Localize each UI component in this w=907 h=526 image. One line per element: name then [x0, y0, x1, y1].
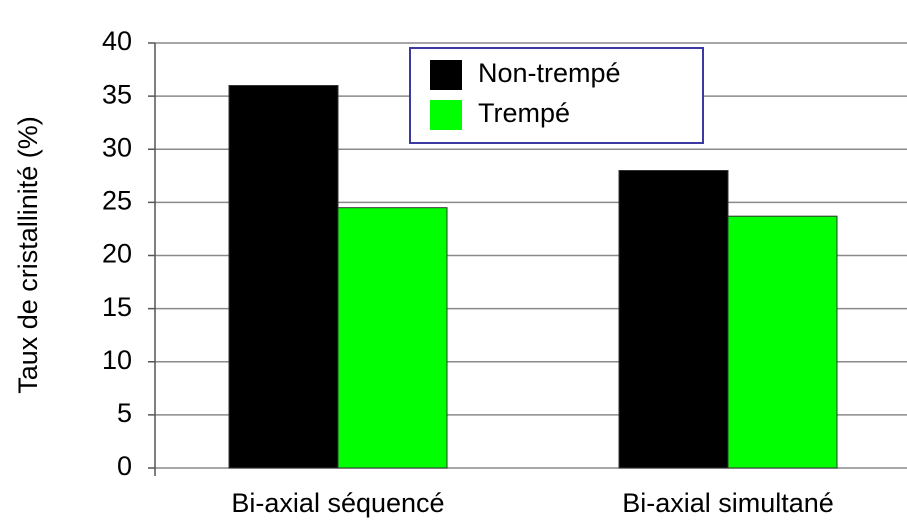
y-tick-label: 40 — [102, 26, 132, 56]
legend-label: Trempé — [478, 98, 570, 128]
y-tick-label: 30 — [102, 132, 132, 162]
x-tick-label: Bi-axial séquencé — [231, 488, 444, 518]
y-tick-label: 35 — [102, 79, 132, 109]
bar — [727, 215, 838, 469]
legend-swatch — [430, 60, 462, 90]
x-tick-label: Bi-axial simultané — [622, 488, 834, 518]
bar — [228, 85, 339, 469]
y-tick-label: 25 — [102, 186, 132, 216]
y-tick-label: 20 — [102, 239, 132, 269]
y-tick-label: 10 — [102, 345, 132, 375]
y-axis-label: Taux de cristallinité (%) — [13, 116, 43, 394]
y-tick-label: 15 — [102, 292, 132, 322]
bar — [618, 170, 729, 469]
bar — [337, 207, 448, 469]
y-tick-label: 5 — [117, 398, 132, 428]
y-tick-label: 0 — [117, 451, 132, 481]
legend-label: Non-trempé — [478, 58, 621, 88]
legend-swatch — [430, 100, 462, 130]
